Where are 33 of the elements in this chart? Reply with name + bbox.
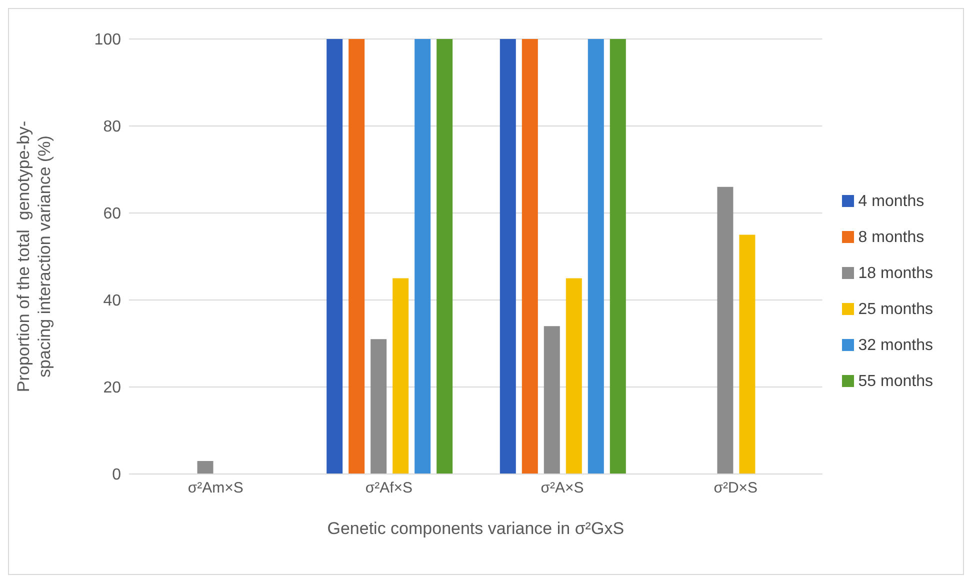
bar	[436, 39, 453, 474]
bar	[588, 39, 604, 474]
bar	[739, 234, 756, 474]
y-tick-label: 0	[112, 466, 122, 484]
y-tick-label: 20	[103, 380, 122, 397]
bar	[522, 39, 538, 474]
y-axis-title: Proportion of the total genotype-by- spacing interaction variance (%)	[14, 120, 54, 392]
legend-label: 32 months	[858, 336, 933, 354]
legend-label: 4 months	[858, 192, 924, 210]
x-axis-title: Genetic components variance in σ²GxS	[327, 519, 624, 538]
y-tick-label: 60	[103, 206, 122, 223]
bar	[326, 39, 343, 474]
x-tick-label: σ²Af×S	[365, 480, 413, 497]
legend-label: 25 months	[858, 300, 933, 318]
legend-label: 18 months	[858, 264, 933, 282]
y-tick-label: 100	[94, 32, 122, 49]
bar	[500, 39, 516, 474]
y-tick-label: 40	[103, 292, 122, 310]
x-tick-label: σ²A×S	[540, 480, 584, 497]
x-tick-label: σ²D×S	[714, 480, 758, 497]
bar	[197, 460, 214, 474]
bar	[348, 39, 365, 474]
bar	[717, 186, 734, 474]
bar	[414, 39, 431, 474]
bar	[566, 278, 582, 474]
legend-label: 55 months	[858, 372, 933, 390]
bar	[392, 278, 409, 474]
x-tick-label: σ²Am×S	[188, 480, 244, 497]
bar	[370, 339, 387, 474]
bar	[544, 326, 560, 474]
legend-label: 8 months	[858, 228, 924, 246]
y-tick-label: 80	[103, 118, 122, 136]
bar	[610, 39, 626, 474]
